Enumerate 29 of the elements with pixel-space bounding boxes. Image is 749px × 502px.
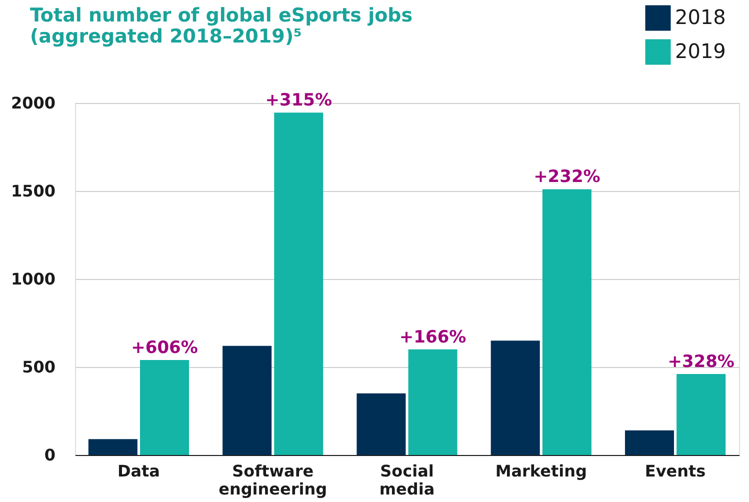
x-tick-label: Social media (379, 462, 435, 498)
bar (274, 112, 324, 455)
legend-label: 2018 (675, 5, 726, 29)
annotation: +315% (265, 90, 332, 111)
bar (624, 430, 674, 455)
annotation: +232% (534, 167, 600, 188)
x-tick-label: Events (644, 462, 706, 480)
y-tick-label: 500 (22, 358, 56, 376)
legend-label: 2019 (675, 39, 726, 63)
text: Total number of global eSports jobs (30, 4, 413, 27)
bar (490, 340, 540, 455)
text: (aggregated 2018–2019)⁵ (30, 26, 302, 48)
x-tick-label: Software engineering (218, 462, 328, 498)
annotation: +328% (668, 352, 734, 372)
x-tick-label: Data (117, 462, 160, 480)
bar (676, 374, 726, 455)
bar (222, 346, 272, 455)
bar (408, 349, 458, 455)
x-tick-label: Marketing (495, 462, 587, 480)
bar (356, 393, 406, 455)
y-tick-label: 1000 (10, 270, 56, 288)
bar (140, 360, 190, 455)
y-tick-label: 1500 (10, 182, 56, 200)
bar (542, 189, 592, 455)
bar (88, 439, 138, 455)
annotation: +606% (131, 338, 198, 358)
y-tick-label: 2000 (10, 94, 56, 112)
annotation: +166% (399, 327, 466, 348)
y-tick-label: 0 (44, 446, 56, 464)
